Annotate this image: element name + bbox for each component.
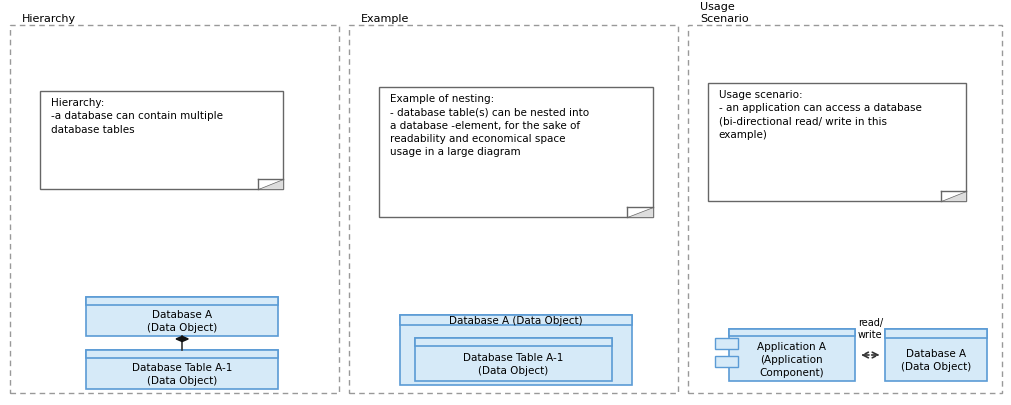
Bar — [885, 329, 986, 339]
Bar — [885, 329, 986, 382]
Polygon shape — [176, 337, 188, 342]
Bar — [349, 26, 677, 393]
Text: Example of nesting:
- database table(s) can be nested into
a database -element, : Example of nesting: - database table(s) … — [389, 94, 588, 157]
Text: Database Table A-1
(Data Object): Database Table A-1 (Data Object) — [463, 352, 563, 375]
Bar — [687, 26, 1001, 393]
Polygon shape — [627, 207, 652, 217]
Polygon shape — [940, 192, 966, 202]
Bar — [399, 315, 632, 386]
Text: Usage scenario:
- an application can access a database
(bi-directional read/ wri: Usage scenario: - an application can acc… — [718, 90, 920, 139]
Bar — [86, 297, 278, 337]
Text: Application A
(Application
Component): Application A (Application Component) — [756, 341, 826, 377]
Text: Database A
(Data Object): Database A (Data Object) — [147, 309, 217, 333]
Text: Database A (Data Object): Database A (Data Object) — [449, 315, 582, 325]
Bar — [10, 26, 339, 393]
Bar — [728, 329, 854, 382]
Bar — [40, 92, 283, 190]
Bar — [86, 350, 278, 389]
Bar — [379, 88, 652, 217]
Bar — [728, 329, 854, 337]
Bar — [415, 339, 612, 346]
Bar — [415, 339, 612, 382]
Text: read/
write: read/ write — [857, 317, 882, 339]
Bar — [708, 84, 966, 202]
Text: Hierarchy:
-a database can contain multiple
database tables: Hierarchy: -a database can contain multi… — [51, 98, 222, 134]
Bar — [399, 315, 632, 325]
Text: Hierarchy: Hierarchy — [22, 13, 76, 23]
Text: Example: Example — [361, 13, 409, 23]
Text: Usage
Scenario: Usage Scenario — [700, 2, 748, 23]
Text: Database A
(Data Object): Database A (Data Object) — [900, 348, 971, 371]
Text: Database Table A-1
(Data Object): Database Table A-1 (Data Object) — [131, 362, 233, 385]
Bar — [715, 338, 737, 349]
Polygon shape — [258, 180, 283, 190]
Bar — [86, 297, 278, 305]
Bar — [86, 350, 278, 358]
Bar — [715, 356, 737, 367]
